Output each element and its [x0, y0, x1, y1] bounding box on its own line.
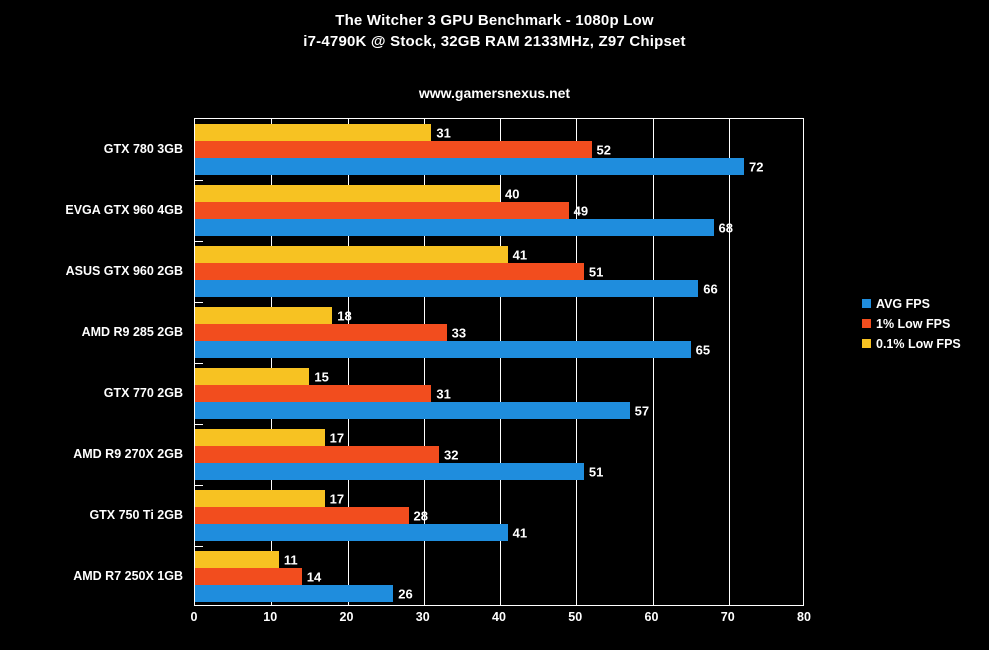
bar [195, 263, 584, 280]
y-axis-category-label: GTX 750 Ti 2GB [89, 507, 183, 522]
legend-swatch [862, 319, 871, 328]
bar [195, 446, 439, 463]
bar [195, 158, 744, 175]
bar-value-label: 51 [588, 464, 604, 479]
legend-item: 1% Low FPS [862, 314, 987, 333]
bar [195, 280, 699, 297]
bar [195, 202, 569, 219]
gridline [728, 119, 730, 605]
chart-title-block: The Witcher 3 GPU Benchmark - 1080p Low … [0, 10, 989, 52]
bar-value-label: 32 [444, 447, 459, 462]
bar-value-label: 17 [329, 491, 345, 506]
bar [195, 124, 432, 141]
legend-swatch [862, 339, 871, 348]
axis-tick-mark [195, 302, 203, 303]
bar-value-label: 49 [573, 203, 589, 218]
y-axis-category-label: ASUS GTX 960 2GB [65, 263, 183, 278]
legend-swatch [862, 299, 871, 308]
y-axis-category-label: AMD R9 270X 2GB [73, 446, 183, 461]
y-axis-category-label: EVGA GTX 960 4GB [65, 202, 183, 217]
chart-source-label: www.gamersnexus.net [418, 85, 571, 101]
bar [195, 463, 584, 480]
bar-value-label: 57 [634, 403, 650, 418]
legend-item: AVG FPS [862, 294, 987, 313]
bar-value-label: 72 [749, 159, 764, 174]
axis-tick-mark [195, 180, 203, 181]
x-axis-tick-label: 10 [263, 610, 278, 624]
legend-label: 0.1% Low FPS [876, 336, 961, 351]
gridline [500, 119, 501, 605]
bar-value-label: 51 [588, 264, 604, 279]
chart-legend: AVG FPS 1% Low FPS 0.1% Low FPS [862, 294, 987, 354]
x-axis-tick-label: 40 [492, 610, 506, 624]
x-axis-tick-label: 80 [797, 610, 811, 624]
bar [195, 524, 508, 541]
axis-tick-mark [195, 363, 203, 364]
bar [195, 490, 325, 507]
gridline [576, 119, 578, 605]
x-axis-tick-label: 70 [720, 610, 735, 624]
bar-value-label: 33 [451, 325, 467, 340]
bar-value-label: 26 [398, 586, 413, 601]
legend-label: AVG FPS [876, 296, 930, 311]
bar [195, 385, 432, 402]
bar-value-label: 11 [283, 552, 298, 567]
y-axis-category-label: AMD R7 250X 1GB [73, 568, 183, 583]
x-axis-tick-label: 20 [339, 610, 354, 624]
axis-tick-mark [195, 424, 203, 425]
bar-value-label: 17 [329, 430, 345, 445]
axis-tick-mark [195, 241, 203, 242]
bar [195, 324, 447, 341]
bar [195, 307, 333, 324]
bar-value-label: 14 [306, 569, 322, 584]
legend-item: 0.1% Low FPS [862, 334, 987, 353]
bar-value-label: 31 [436, 125, 451, 140]
bar [195, 507, 409, 524]
bar [195, 185, 500, 202]
bar-value-label: 65 [695, 342, 711, 357]
gridline [423, 119, 425, 605]
gridline [271, 119, 273, 605]
legend-label: 1% Low FPS [876, 316, 951, 331]
x-axis-tick-label: 50 [568, 610, 583, 624]
y-axis-category-label: GTX 770 2GB [103, 385, 183, 400]
bar [195, 368, 310, 385]
bar-value-label: 40 [505, 186, 520, 201]
plot-area: 31 52 72 40 49 68 41 51 66 18 33 65 15 31 57 17 32 51 17 28… [194, 118, 804, 606]
bar-value-label: 41 [512, 247, 528, 262]
bar [195, 551, 279, 568]
chart-subtitle: i7-4790K @ Stock, 32GB RAM 2133MHz, Z97 … [303, 33, 686, 50]
y-axis-category-label: AMD R9 285 2GB [81, 324, 183, 339]
gridline [652, 119, 654, 605]
bar-value-label: 18 [337, 308, 352, 323]
x-axis-tick-label: 60 [644, 610, 659, 624]
bar-value-label: 28 [413, 508, 428, 523]
bar-value-label: 66 [703, 281, 718, 296]
bar [195, 141, 592, 158]
gridline [347, 119, 349, 605]
bar-value-label: 15 [314, 369, 329, 384]
bar [195, 219, 714, 236]
axis-tick-mark [195, 546, 203, 547]
page-title: The Witcher 3 GPU Benchmark - 1080p Low [335, 12, 654, 29]
bar [195, 341, 691, 358]
bar-value-label: 41 [512, 525, 528, 540]
bar-value-label: 31 [436, 386, 451, 401]
bar [195, 568, 302, 585]
axis-tick-mark [195, 485, 203, 486]
bar [195, 429, 325, 446]
bar [195, 402, 630, 419]
x-axis-tick-label: 30 [415, 610, 430, 624]
bar-value-label: 68 [718, 220, 733, 235]
bar-value-label: 52 [596, 142, 611, 157]
bar [195, 246, 508, 263]
y-axis-category-label: GTX 780 3GB [103, 141, 183, 156]
bar [195, 585, 394, 602]
x-axis-tick-label: 0 [190, 610, 198, 624]
